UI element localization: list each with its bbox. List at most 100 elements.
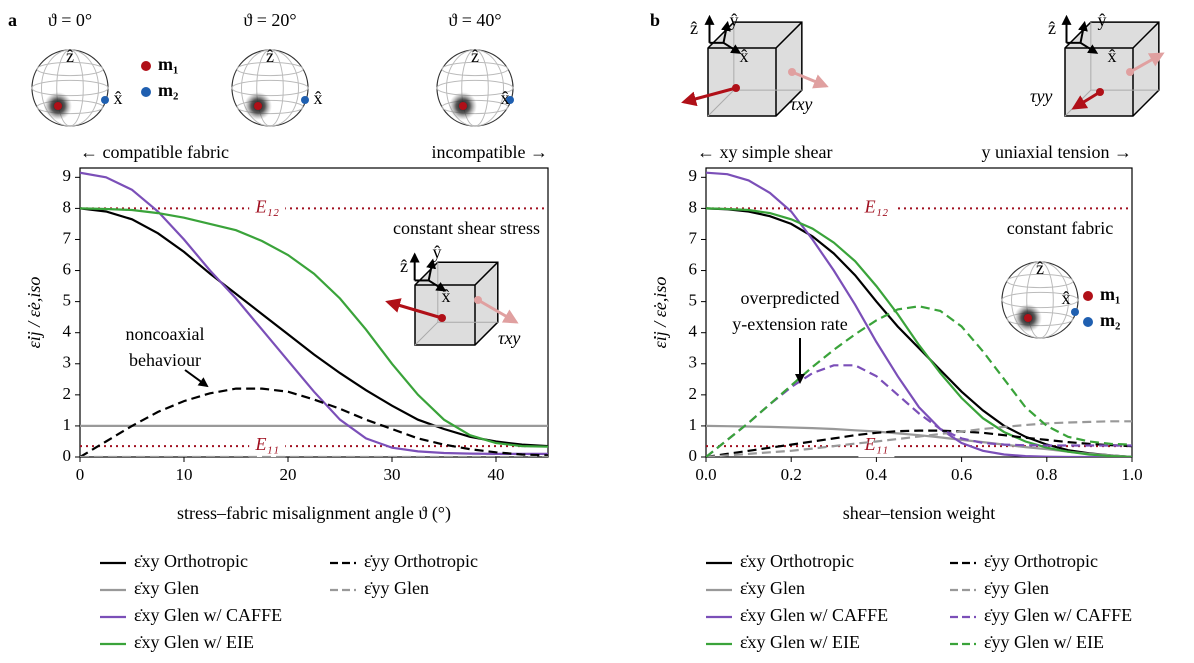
axis-arrow: [721, 20, 731, 44]
axis-arrow: [426, 258, 437, 281]
sphere-grid: [36, 61, 104, 77]
axis-arrow: [1078, 20, 1088, 44]
series-line: [706, 305, 1132, 457]
series-line: [80, 387, 548, 457]
annotation: a: [8, 10, 17, 30]
y-tick-label: 8: [63, 197, 72, 216]
y-tick-label: 8: [689, 197, 698, 216]
reference-label-bg: [249, 435, 286, 458]
x-axis-label: stress–fabric misalignment angle ϑ (°): [177, 503, 451, 524]
annotation: incompatible →: [432, 142, 548, 162]
sphere-grid: [231, 79, 309, 97]
annotation: ϑ = 0°: [48, 10, 92, 30]
m1-dot: [254, 102, 262, 110]
legend-label: ε̇yy Orthotropic: [984, 551, 1098, 571]
legend-label: ε̇xy Glen w/ CAFFE: [134, 605, 282, 625]
series-line: [80, 171, 548, 455]
x-tick-label: 0: [76, 465, 85, 484]
axis-arrow: [1079, 41, 1099, 54]
sphere-grid: [436, 79, 514, 97]
annotation: overpredicted: [741, 288, 840, 308]
annotation: x̂: [114, 88, 123, 108]
y-tick-label: 5: [689, 291, 698, 310]
m2-dot: [1071, 308, 1079, 316]
sphere-grid: [446, 49, 504, 127]
annotation: ẑ: [66, 46, 74, 66]
legend-dot: [141, 87, 151, 97]
annotation: x̂: [1062, 288, 1071, 308]
reference-label-bg: [858, 197, 895, 220]
y-tick-label: 1: [63, 415, 72, 434]
sphere-grid: [441, 61, 509, 77]
sphere-grid: [1006, 273, 1074, 289]
y-tick-label: 3: [63, 353, 72, 372]
sphere-grid: [31, 79, 109, 97]
annotation: ẑ: [266, 46, 274, 66]
legend-label: ε̇yy Glen: [364, 578, 429, 598]
x-tick-label: 0.6: [951, 465, 972, 484]
x-tick-label: 0.4: [866, 465, 888, 484]
m2-dot: [101, 96, 109, 104]
y-axis-label: ε̇ij / ε̇e,iso: [650, 277, 670, 349]
annotation: ϑ = 40°: [448, 10, 501, 30]
reference-label-bg: [858, 435, 895, 458]
legend-label: ε̇xy Orthotropic: [740, 551, 854, 571]
annotation: ẑ: [1048, 18, 1056, 38]
series-line: [706, 429, 1132, 457]
y-tick-label: 7: [689, 228, 698, 247]
legend-label: ε̇yy Glen: [984, 578, 1049, 598]
annotation: x̂: [501, 88, 510, 108]
y-tick-label: 4: [689, 322, 698, 341]
x-axis-label: shear–tension weight: [843, 503, 995, 523]
legend-label: ε̇yy Glen w/ EIE: [984, 632, 1104, 652]
plot-frame: [705, 167, 1133, 458]
force-arrow: [385, 298, 443, 320]
plot-frame: [79, 167, 549, 458]
sphere-grid: [236, 61, 304, 77]
annotation: constant fabric: [1007, 218, 1113, 238]
y-tick-label: 4: [63, 322, 72, 341]
force-dot: [1096, 88, 1104, 96]
x-tick-label: 0.8: [1036, 465, 1057, 484]
annotation: ŷ: [730, 10, 739, 30]
x-tick-label: 10: [176, 465, 193, 484]
reference-label: E₁₂: [254, 197, 279, 217]
y-tick-label: 1: [689, 415, 698, 434]
reference-label: E₁₁: [254, 434, 279, 454]
annotation: ẑ: [471, 46, 479, 66]
annotation: ŷ: [433, 242, 442, 262]
reference-label: E₁₁: [864, 434, 889, 454]
y-tick-label: 2: [63, 384, 72, 403]
sphere-grid: [1001, 291, 1079, 309]
axis-arrow: [722, 41, 742, 54]
annotation: m₂: [158, 80, 178, 100]
force-dot: [732, 84, 740, 92]
series-line: [706, 171, 1132, 457]
annotation: τxy: [498, 328, 520, 348]
legend-dot: [1083, 291, 1093, 301]
annotation: ẑ: [690, 18, 698, 38]
legend-dot: [1083, 317, 1093, 327]
m2-dot: [506, 96, 514, 104]
legend-dot: [141, 61, 151, 71]
annotation: b: [650, 10, 660, 30]
series-line: [80, 207, 548, 448]
x-tick-label: 0.0: [695, 465, 716, 484]
annotation-arrow: [184, 369, 209, 388]
annotation: ẑ: [400, 256, 408, 276]
y-tick-label: 7: [63, 228, 72, 247]
series-line: [706, 207, 1132, 457]
x-tick-label: 20: [280, 465, 297, 484]
y-axis-label: ε̇ij / ε̇e,iso: [24, 277, 44, 349]
annotation: x̂: [740, 46, 749, 66]
legend-label: ε̇yy Orthotropic: [364, 551, 478, 571]
reference-label: E₁₂: [864, 197, 889, 217]
annotation: m₁: [1100, 284, 1120, 304]
sphere-grid: [1011, 261, 1069, 339]
legend-label: ε̇xy Glen w/ CAFFE: [740, 605, 888, 625]
force-dot: [474, 296, 482, 304]
annotation: m₁: [158, 54, 178, 74]
force-arrow: [1129, 52, 1165, 74]
y-tick-label: 0: [63, 446, 72, 465]
